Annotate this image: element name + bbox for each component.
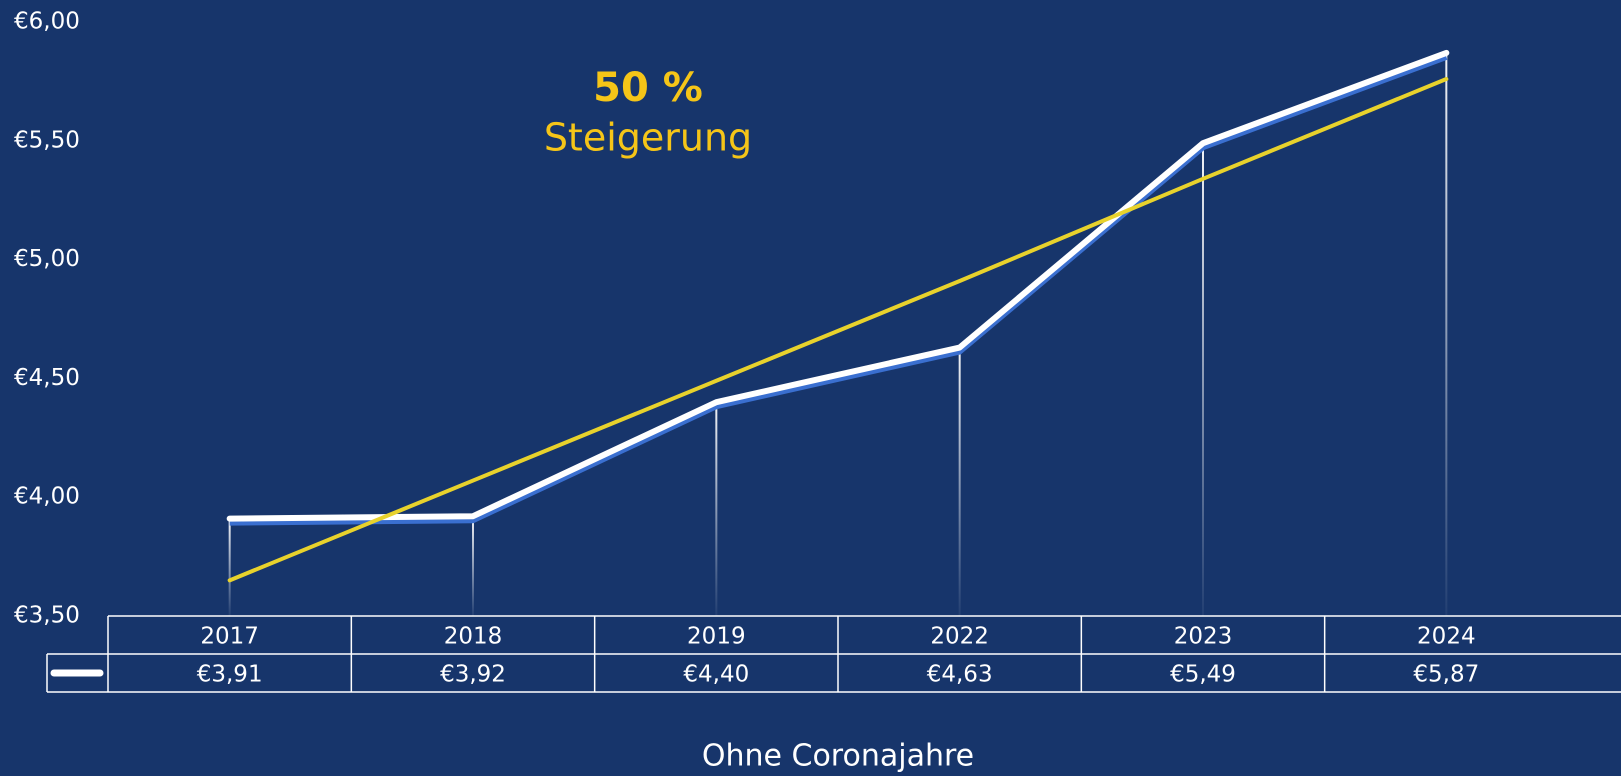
annotation: 50 %: [593, 65, 703, 111]
y-tick-label: €3,50: [14, 603, 80, 629]
drop-line: [715, 402, 718, 616]
line-shadow: [229, 54, 1448, 526]
value-label: €5,87: [1413, 662, 1479, 688]
drop-line: [958, 347, 961, 616]
y-tick-label: €4,50: [14, 365, 80, 391]
x-tick-label: 2017: [200, 624, 259, 650]
x-axis-label: Ohne Coronajahre: [702, 739, 974, 774]
value-label: €4,40: [683, 662, 749, 688]
x-tick-label: 2019: [687, 624, 746, 650]
drop-line: [472, 516, 474, 616]
x-tick-label: 2023: [1174, 624, 1233, 650]
value-label: €3,92: [440, 662, 506, 688]
line: [227, 77, 1449, 583]
value-label: €4,63: [927, 662, 993, 688]
y-tick-label: €5,50: [14, 127, 80, 153]
drop-line: [1445, 52, 1448, 616]
annotation: Steigerung: [544, 116, 752, 160]
x-tick-label: 2018: [444, 624, 503, 650]
drop-line: [228, 518, 231, 616]
y-tick-label: €5,00: [14, 246, 80, 272]
x-tick-label: 2022: [930, 624, 989, 650]
value-label: €3,91: [197, 662, 263, 688]
x-tick-label: 2024: [1417, 624, 1476, 650]
value-label: €5,49: [1170, 662, 1236, 688]
line: [226, 49, 1450, 522]
y-tick-label: €4,00: [14, 484, 80, 510]
drop-line: [1202, 143, 1204, 616]
y-tick-label: €6,00: [14, 9, 80, 35]
